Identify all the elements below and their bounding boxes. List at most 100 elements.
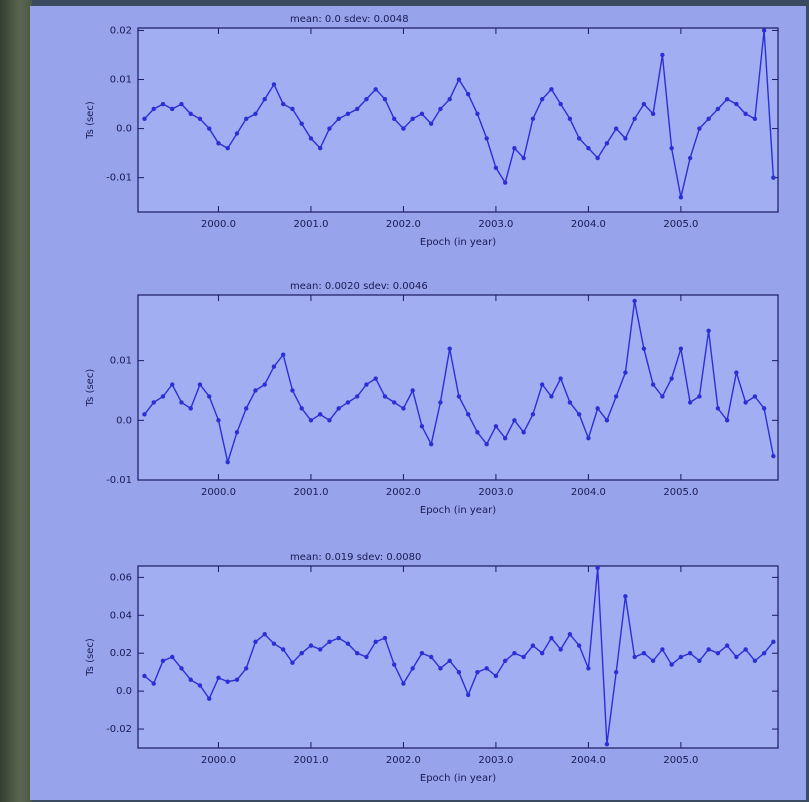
data-point	[623, 370, 628, 375]
x-axis-label: Epoch (in year)	[420, 237, 496, 248]
data-point	[715, 651, 721, 656]
data-point	[576, 136, 582, 141]
data-point	[253, 388, 258, 393]
data-point	[391, 662, 397, 667]
data-point	[623, 136, 628, 141]
data-point	[613, 669, 619, 675]
data-point	[632, 298, 637, 304]
data-point	[364, 654, 369, 660]
data-point	[419, 424, 425, 429]
data-point	[244, 406, 249, 411]
data-point	[521, 155, 526, 161]
data-point	[567, 400, 573, 405]
x-tick-label: 2003.0	[478, 219, 513, 230]
data-point	[752, 658, 758, 663]
x-tick-label: 2000.0	[201, 487, 236, 498]
chart-title: mean: 0.019 sdev: 0.0080	[290, 552, 421, 563]
data-point	[539, 96, 545, 102]
data-point	[428, 441, 434, 447]
data-point	[613, 126, 619, 131]
data-point	[225, 459, 230, 465]
data-point	[216, 141, 221, 146]
x-tick-label: 2002.0	[386, 219, 421, 230]
data-point	[771, 175, 776, 180]
y-axis-label: Ts (sec)	[85, 369, 96, 408]
y-tick-label: 0.0	[116, 415, 132, 426]
data-point	[512, 651, 517, 656]
y-axis-label: Ts (sec)	[85, 101, 96, 140]
data-point	[595, 565, 600, 571]
x-tick-label: 2005.0	[663, 219, 698, 230]
data-point	[170, 654, 175, 660]
data-point	[567, 632, 573, 637]
data-point	[438, 106, 443, 112]
y-tick-label: 0.01	[110, 356, 132, 367]
data-point	[761, 28, 767, 33]
data-point	[336, 635, 341, 641]
data-point	[438, 400, 443, 405]
data-point	[512, 146, 517, 151]
x-tick-label: 2002.0	[386, 755, 421, 766]
x-tick-label: 2001.0	[293, 219, 328, 230]
data-point	[308, 643, 314, 648]
data-point	[244, 116, 249, 121]
data-point	[632, 116, 637, 121]
data-point	[549, 635, 554, 641]
data-point	[317, 412, 323, 417]
data-point	[493, 424, 499, 429]
chart-title: mean: 0.0020 sdev: 0.0046	[290, 281, 428, 292]
data-point	[244, 666, 249, 671]
data-point	[706, 647, 711, 652]
data-point	[502, 180, 508, 185]
data-point	[151, 681, 156, 686]
data-point	[734, 370, 739, 375]
data-point	[475, 669, 480, 675]
data-point	[364, 96, 369, 102]
data-point	[660, 52, 665, 58]
data-point	[650, 658, 656, 663]
data-point	[354, 651, 360, 656]
data-point	[493, 673, 499, 679]
y-tick-label: 0.02	[110, 25, 132, 36]
data-point	[160, 658, 166, 663]
data-point	[771, 453, 776, 459]
data-point	[687, 155, 693, 161]
data-point	[151, 106, 156, 112]
data-point	[170, 106, 175, 112]
data-point	[595, 155, 600, 161]
data-point	[207, 696, 212, 701]
data-point	[678, 195, 684, 200]
data-point	[706, 328, 711, 334]
data-point	[456, 669, 462, 675]
data-point	[428, 121, 434, 126]
data-point	[669, 376, 674, 381]
data-point	[281, 352, 286, 357]
data-point	[604, 141, 610, 146]
data-point	[623, 594, 628, 599]
data-point	[308, 418, 314, 423]
data-point	[604, 418, 610, 423]
data-point	[650, 111, 656, 117]
data-point	[447, 346, 452, 351]
data-point	[502, 436, 508, 441]
x-tick-label: 2004.0	[571, 487, 606, 498]
data-point	[188, 111, 193, 117]
data-point	[281, 101, 286, 107]
data-point	[465, 92, 471, 97]
data-point	[382, 96, 388, 102]
x-tick-label: 2001.0	[293, 487, 328, 498]
data-point	[299, 651, 304, 656]
data-point	[734, 101, 739, 107]
plot-area	[137, 294, 779, 481]
data-point	[207, 126, 212, 131]
data-point	[253, 111, 258, 117]
data-point	[502, 658, 508, 663]
data-point	[281, 647, 286, 652]
x-tick-label: 2000.0	[201, 219, 236, 230]
plot-area	[137, 565, 779, 749]
data-point	[530, 412, 536, 417]
x-tick-label: 2004.0	[571, 219, 606, 230]
data-point	[669, 146, 674, 151]
data-point	[438, 666, 443, 671]
data-point	[345, 641, 351, 646]
